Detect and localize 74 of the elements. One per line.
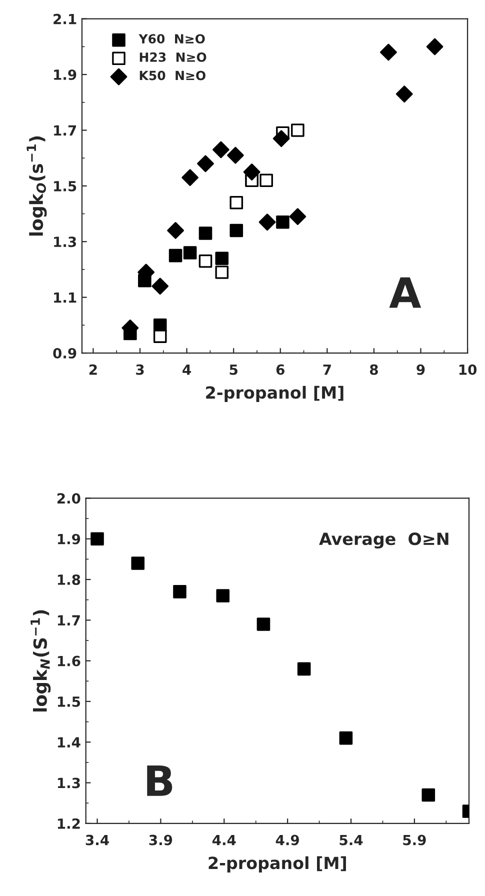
annotation: B [147, 766, 172, 796]
legend-label: Y60 N≥O [138, 34, 205, 44]
point [260, 174, 273, 187]
annotation: Average O≥N [319, 532, 448, 549]
point [380, 44, 397, 61]
x-tick-label: 3.9 [149, 834, 172, 846]
y-tick-label: 1.6 [58, 656, 80, 666]
point [230, 224, 244, 238]
x-tick-label: 4.9 [276, 834, 299, 846]
point [168, 248, 182, 262]
y-tick-label: 1.3 [54, 236, 76, 248]
x-tick-label: 5 [230, 364, 238, 375]
y-tick-label: 2.0 [57, 493, 80, 504]
point [272, 130, 290, 148]
point [230, 196, 244, 210]
point [90, 532, 104, 546]
legend-label: H23 N≥O [140, 52, 206, 62]
annotation: A [389, 277, 422, 308]
point [215, 252, 229, 265]
point [422, 788, 436, 802]
x-tick-label: 8 [370, 364, 378, 375]
point [173, 585, 186, 598]
point [212, 141, 230, 158]
point [198, 226, 212, 240]
y-axis-title: logk$_{N}$(S$^{−1}$) [30, 610, 51, 712]
y-tick-label: 1.3 [58, 778, 80, 788]
legend-label: K50 N≥O [140, 70, 206, 80]
x-tick-label: 5.9 [403, 834, 426, 846]
y-tick-label: 2.1 [54, 14, 76, 24]
x-tick-label: 3.4 [86, 834, 109, 846]
x-tick-label: 4 [182, 364, 191, 375]
x-tick-label: 9 [416, 364, 425, 375]
point [152, 278, 169, 295]
point [289, 208, 306, 225]
y-tick-label: 1.8 [58, 574, 80, 585]
x-tick-label: 4.4 [212, 834, 236, 846]
y-tick-label: 1.7 [54, 125, 76, 136]
point [426, 38, 444, 56]
point [198, 254, 212, 268]
point [182, 169, 198, 186]
point [256, 618, 270, 631]
x-axis-title: 2-propanol [M] [206, 386, 344, 402]
y-tick-label: 1.5 [54, 181, 76, 192]
point [197, 155, 214, 172]
x-axis-title: 2-propanol [M] [208, 856, 346, 872]
y-tick-label: 1.9 [54, 70, 76, 80]
point [153, 330, 167, 343]
point [183, 246, 197, 260]
point [215, 266, 229, 279]
x-tick-label: 2 [89, 364, 97, 375]
point [243, 164, 260, 180]
x-tick-label: 6 [276, 364, 284, 375]
y-tick-label: 1.2 [58, 818, 80, 829]
point [339, 731, 353, 745]
point [216, 589, 230, 602]
point [276, 215, 290, 229]
point [297, 662, 311, 676]
point [131, 556, 145, 570]
y-tick-label: 1.5 [58, 696, 80, 707]
point [227, 146, 244, 164]
y-tick-label: 1.1 [54, 292, 76, 303]
point [396, 86, 413, 102]
y-tick-label: 1.9 [58, 534, 80, 544]
x-tick-label: 10 [459, 364, 477, 375]
y-axis-title: logk$_{O}$(s$^{−1}$) [26, 136, 47, 236]
point [167, 222, 184, 239]
y-tick-label: 0.9 [53, 348, 76, 358]
x-tick-label: 7 [323, 364, 331, 375]
y-tick-label: 1.4 [58, 737, 80, 748]
y-tick-label: 1.7 [58, 615, 80, 626]
point [291, 124, 304, 137]
x-tick-label: 5.4 [340, 834, 363, 846]
x-tick-label: 3 [136, 364, 144, 375]
point [258, 214, 276, 231]
